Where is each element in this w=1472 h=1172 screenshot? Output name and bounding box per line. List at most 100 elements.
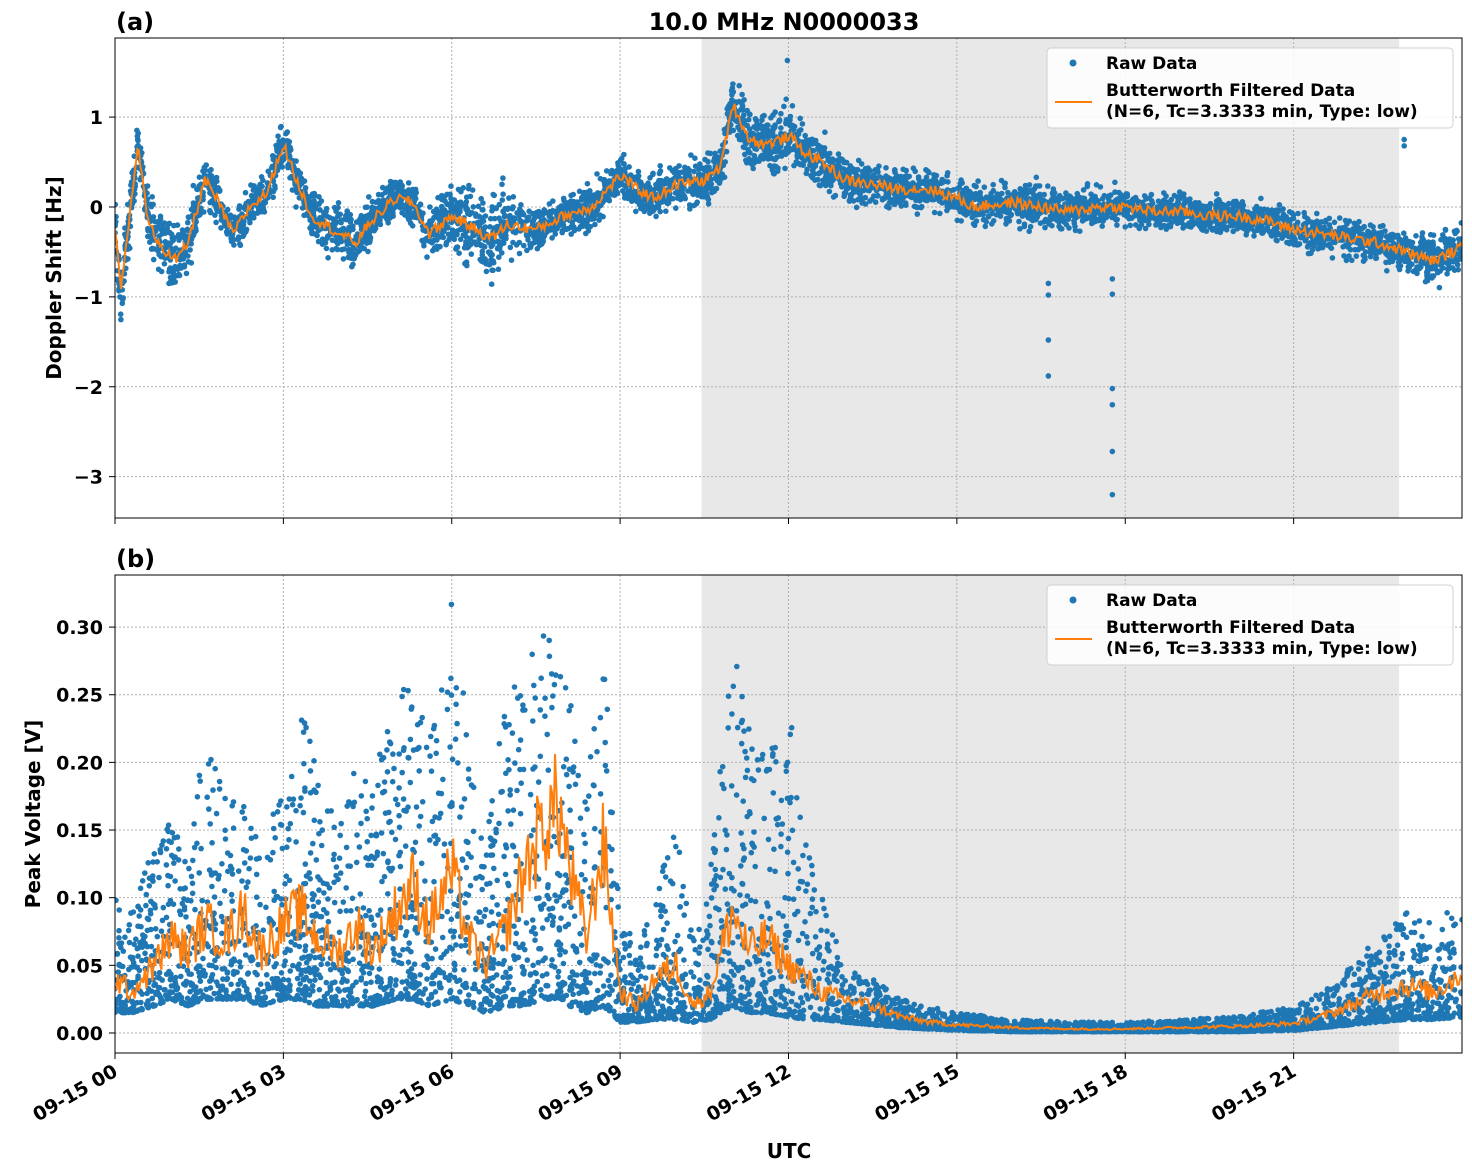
raw-data-point — [1045, 183, 1051, 189]
raw-data-point — [499, 197, 506, 203]
raw-data-point — [1175, 197, 1182, 203]
raw-data-point — [883, 173, 889, 179]
raw-data-point — [154, 224, 161, 231]
raw-data-point — [190, 182, 197, 189]
raw-data-point — [1155, 220, 1161, 227]
raw-data-point — [265, 168, 272, 175]
raw-data-point — [335, 204, 341, 211]
raw-data-point — [447, 191, 453, 198]
raw-data-point — [463, 243, 469, 249]
raw-data-point — [481, 225, 487, 232]
raw-data-point — [1149, 198, 1155, 204]
raw-data-point — [1141, 193, 1148, 199]
raw-data-point — [924, 197, 930, 204]
raw-data-point — [457, 236, 464, 243]
raw-data-point — [846, 198, 853, 204]
raw-data-point — [1309, 219, 1316, 226]
raw-data-point — [319, 241, 326, 247]
raw-data-point — [1320, 239, 1326, 246]
raw-data-point — [340, 256, 347, 262]
raw-data-point — [747, 111, 753, 118]
raw-data-point — [275, 133, 281, 139]
raw-data-point — [752, 116, 759, 122]
raw-data-point — [800, 162, 806, 168]
raw-data-point — [633, 174, 639, 180]
raw-data-point — [656, 170, 663, 177]
raw-data-point — [213, 219, 219, 226]
raw-data-point — [937, 210, 943, 217]
raw-data-point — [895, 193, 902, 199]
raw-data-point — [340, 226, 347, 232]
raw-data-point — [260, 200, 267, 206]
raw-data-point — [958, 177, 964, 183]
raw-data-point — [957, 208, 964, 215]
raw-data-point — [781, 103, 787, 110]
raw-data-point — [720, 162, 727, 169]
raw-data-point — [1166, 199, 1173, 205]
raw-data-point — [1306, 240, 1313, 246]
raw-data-point — [405, 180, 412, 186]
raw-data-point — [344, 208, 351, 214]
raw-data-point — [597, 175, 604, 182]
raw-data-point — [1440, 265, 1446, 271]
raw-data-point — [503, 232, 509, 239]
raw-data-point — [293, 204, 299, 210]
raw-data-point — [549, 226, 556, 233]
raw-data-point — [443, 241, 449, 248]
raw-data-point — [434, 243, 440, 250]
raw-data-point — [1038, 199, 1045, 205]
raw-data-point — [160, 227, 166, 233]
raw-data-point — [1025, 188, 1032, 195]
raw-data-point — [1122, 224, 1128, 230]
raw-data-point — [488, 256, 495, 263]
raw-data-point — [736, 82, 742, 89]
raw-data-point — [1239, 199, 1246, 205]
raw-data-point — [774, 168, 781, 174]
raw-data-point — [1041, 191, 1047, 198]
raw-data-point — [338, 219, 344, 226]
raw-data-point — [358, 223, 365, 229]
raw-data-point — [835, 151, 842, 157]
raw-data-point — [1314, 210, 1320, 217]
raw-data-point — [135, 137, 141, 144]
raw-data-point — [663, 208, 669, 214]
raw-data-point — [117, 311, 124, 318]
raw-data-point — [975, 178, 981, 184]
raw-data-point — [483, 268, 490, 275]
raw-data-point — [873, 175, 880, 182]
raw-data-point — [1035, 183, 1041, 189]
raw-data-point — [118, 316, 124, 323]
raw-data-point — [1260, 228, 1266, 234]
raw-data-point — [592, 221, 598, 228]
raw-data-point — [746, 126, 753, 132]
raw-data-point — [1161, 190, 1167, 196]
raw-data-point — [512, 216, 518, 222]
raw-data-point — [1018, 189, 1024, 196]
raw-data-point — [1047, 213, 1054, 220]
raw-data-point — [1395, 263, 1402, 270]
raw-data-point — [479, 207, 486, 213]
raw-data-point — [954, 201, 960, 208]
raw-data-point — [397, 204, 404, 211]
raw-data-point — [207, 199, 213, 206]
raw-data-point — [981, 184, 988, 190]
raw-data-point — [823, 171, 829, 178]
raw-data-point — [993, 212, 1000, 218]
raw-data-point — [321, 212, 327, 219]
raw-data-point — [550, 198, 556, 204]
raw-data-point — [751, 160, 757, 166]
raw-data-point — [808, 172, 814, 179]
raw-data-point — [682, 164, 688, 171]
raw-data-point — [730, 89, 737, 95]
raw-data-point — [849, 165, 856, 172]
raw-data-point — [768, 115, 774, 121]
raw-data-point — [874, 193, 881, 199]
raw-data-point — [867, 198, 873, 204]
raw-data-point — [1146, 221, 1152, 228]
raw-data-point — [691, 168, 697, 175]
raw-data-point — [1051, 190, 1058, 196]
raw-data-point — [201, 164, 208, 171]
raw-data-point — [944, 202, 951, 208]
raw-data-point — [685, 188, 691, 194]
raw-data-point — [237, 242, 244, 249]
